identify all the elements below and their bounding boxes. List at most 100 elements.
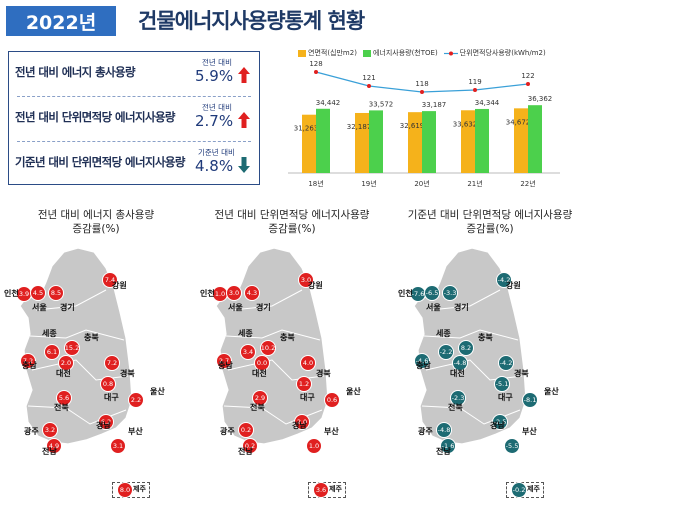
map-value-marker: 3.1	[110, 438, 126, 454]
summary-value: 4.8%	[195, 157, 234, 175]
region-label: 경북	[316, 369, 331, 378]
region-label: 강원	[308, 281, 323, 290]
map-value-marker: 10.2	[260, 340, 276, 356]
jeju-inset	[112, 482, 150, 498]
region-label: 대구	[300, 393, 315, 402]
region-label: 경남	[490, 421, 505, 430]
region-label: 울산	[544, 387, 559, 396]
map-value-marker: 15.2	[64, 340, 80, 356]
region-label: 제주	[527, 485, 540, 493]
bar-value-label: 36,362	[528, 95, 553, 103]
region-label: 부산	[128, 427, 143, 436]
map-value-marker: 1.2	[296, 376, 312, 392]
map-value-marker: -4.8	[452, 355, 468, 371]
map-value-marker: 2.2	[128, 392, 144, 408]
summary-label: 전년 대비 에너지 총사용량	[15, 65, 136, 79]
map-value-marker: 6.1	[44, 344, 60, 360]
arrow-up-icon	[238, 112, 250, 128]
region-label: 경기	[60, 303, 75, 312]
map-value-marker: 8.2	[458, 340, 474, 356]
region-label: 제주	[329, 485, 342, 493]
map-value-marker: -0.2	[511, 482, 527, 498]
province-borders	[223, 289, 325, 425]
region-label: 서울	[228, 303, 243, 312]
map-value-marker: 2.0	[58, 355, 74, 371]
map-value-marker: 3.2	[42, 422, 58, 438]
region-label: 인천	[200, 289, 215, 298]
region-label: 전남	[238, 447, 253, 456]
region-label: 서울	[426, 303, 441, 312]
line-value-label: 118	[415, 80, 428, 88]
region-label: 경남	[292, 421, 307, 430]
legend-item: 단위면적당사용량(kWh/m2)	[443, 48, 546, 58]
energy-chart: 31,263 34,442 18년 32,187 33,572 19년 32,619 33,1…	[288, 60, 560, 188]
line-value-label: 119	[468, 78, 481, 86]
bar	[514, 108, 528, 173]
legend-line-swatch	[443, 51, 458, 55]
korea-map	[413, 247, 527, 445]
summary-label: 전년 대비 단위면적당 에너지사용량	[15, 110, 176, 124]
bar-value-label: 34,442	[316, 99, 341, 107]
bar-value-label: 33,572	[369, 100, 394, 108]
province-borders	[27, 289, 129, 425]
x-tick-label: 22년	[520, 179, 535, 188]
legend-swatch	[362, 49, 371, 57]
region-label: 경북	[514, 369, 529, 378]
line-value-label: 121	[362, 74, 375, 82]
map-title-line1: 기준년 대비 단위면적당 에너지사용량	[407, 209, 573, 221]
map-title-line1: 전년 대비 에너지 총사용량	[37, 209, 155, 221]
bar	[461, 110, 475, 173]
map-value-marker: 4.5	[30, 285, 46, 301]
map-title: 기준년 대비 단위면적당 에너지사용량 증감률(%)	[400, 208, 580, 236]
map-value-marker: 2.9	[252, 390, 268, 406]
map-title-line2: 증감률(%)	[268, 223, 316, 235]
map-value-marker: 4.3	[244, 285, 260, 301]
region-label: 부산	[522, 427, 537, 436]
bar-value-label: 33,187	[422, 101, 447, 109]
divider	[17, 96, 251, 97]
map-value-marker: 8.5	[48, 285, 64, 301]
bar	[408, 112, 422, 173]
region-label: 충북	[280, 333, 295, 342]
map-value-marker: 4.9	[46, 438, 62, 454]
line-value-label: 128	[309, 60, 322, 68]
map-value-marker: -1.6	[440, 438, 456, 454]
map-value-marker: -8.1	[522, 392, 538, 408]
map-value-marker: 5.6	[56, 390, 72, 406]
x-tick-label: 18년	[308, 179, 323, 188]
page-title: 건물에너지사용량통계 현황	[138, 9, 365, 33]
region-label: 전남	[42, 447, 57, 456]
bar-value-label: 33,632	[453, 120, 478, 128]
map-value-marker: 0.2	[238, 422, 254, 438]
map-value-marker: 2.0	[294, 414, 310, 430]
summary-row-unit: 전년 대비 단위면적당 에너지사용량 전년 대비 2.7%	[9, 97, 259, 141]
region-label: 대구	[498, 393, 513, 402]
summary-box: 전년 대비 에너지 총사용량 전년 대비 5.9% 전년 대비 단위면적당 에너…	[8, 51, 260, 185]
map-title-line1: 전년 대비 단위면적당 에너지사용량	[214, 209, 370, 221]
line-point	[367, 84, 371, 88]
region-label: 인천	[4, 289, 19, 298]
legend-item: 에너지사용량(천TOE)	[362, 48, 438, 58]
region-label: 충북	[84, 333, 99, 342]
region-label: 세종	[238, 329, 253, 338]
region-label: 전북	[54, 403, 69, 412]
summary-sub: 전년 대비	[202, 58, 232, 67]
region-label: 강원	[506, 281, 521, 290]
map-value-marker: -4.2	[496, 272, 512, 288]
map-value-marker: -2.3	[450, 390, 466, 406]
province-borders	[421, 289, 523, 425]
jeju-inset	[506, 482, 544, 498]
map-value-marker: -2.2	[438, 344, 454, 360]
bar	[422, 111, 436, 173]
legend-item: 연면적(십만m2)	[298, 48, 357, 58]
region-label: 인천	[398, 289, 413, 298]
region-label: 대전	[56, 369, 71, 378]
region-label: 대전	[252, 369, 267, 378]
bar	[475, 108, 489, 173]
map-title-line2: 증감률(%)	[72, 223, 120, 235]
arrow-up-icon	[238, 67, 250, 83]
bar-value-label: 34,344	[475, 99, 500, 107]
divider	[17, 141, 251, 142]
